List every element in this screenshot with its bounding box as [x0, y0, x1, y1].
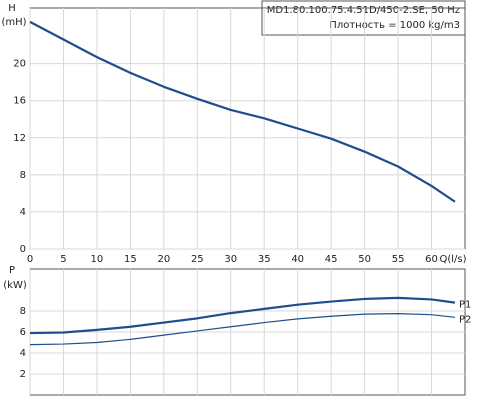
x-tick-label: 5	[60, 254, 66, 265]
legend-label: P1	[459, 300, 471, 311]
curve	[29, 20, 456, 203]
y-tick-label: 4	[20, 207, 26, 218]
y-label: P	[9, 265, 15, 276]
x-tick-label: 15	[124, 254, 137, 265]
y-tick-label: 12	[13, 133, 26, 144]
x-tick-label: 45	[325, 254, 338, 265]
annotation: Плотность = 1000 kg/m3	[329, 20, 460, 31]
y-unit: (kW)	[3, 280, 27, 291]
x-label: Q(l/s)	[439, 254, 466, 265]
x-tick-label: 20	[157, 254, 170, 265]
y-unit: (mH)	[1, 17, 26, 28]
y-tick-label: 2	[20, 369, 26, 380]
curve	[29, 313, 456, 346]
y-tick-label: 16	[13, 96, 26, 107]
curve	[29, 296, 456, 335]
y-tick-label: 8	[20, 170, 26, 181]
legend-label: P2	[459, 314, 471, 325]
y-tick-label: 8	[20, 306, 26, 317]
y-tick-label: 4	[20, 348, 26, 359]
x-tick-label: 40	[291, 254, 304, 265]
y-tick-label: 0	[20, 244, 26, 255]
x-tick-label: 35	[258, 254, 271, 265]
x-tick-label: 25	[191, 254, 204, 265]
x-tick-label: 55	[392, 254, 405, 265]
x-tick-label: 0	[27, 254, 33, 265]
y-tick-label: 6	[20, 327, 26, 338]
y-label: H	[8, 3, 16, 14]
x-tick-label: 60	[425, 254, 438, 265]
x-tick-label: 30	[224, 254, 237, 265]
x-tick-label: 10	[91, 254, 104, 265]
plot-frame	[29, 7, 466, 250]
y-tick-label: 20	[13, 59, 26, 70]
chart-title: MD1.80.100.75.4.51D/450-2.SE, 50 Hz	[267, 5, 460, 16]
x-tick-label: 50	[358, 254, 371, 265]
